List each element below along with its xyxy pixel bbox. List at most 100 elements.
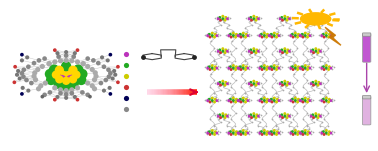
Point	[294, 101, 301, 103]
Point	[256, 97, 262, 100]
Point	[305, 68, 311, 71]
Point	[242, 27, 248, 29]
Point	[316, 16, 322, 19]
Point	[267, 35, 273, 37]
Point	[274, 114, 280, 117]
Point	[57, 92, 64, 95]
Point	[254, 34, 260, 36]
Point	[269, 99, 275, 101]
Point	[265, 33, 271, 35]
Point	[257, 121, 263, 123]
Point	[220, 50, 226, 53]
Point	[227, 49, 233, 52]
Point	[63, 85, 69, 87]
Point	[271, 97, 277, 99]
Point	[328, 65, 335, 67]
Point	[227, 33, 233, 35]
Point	[253, 116, 259, 119]
Point	[279, 84, 285, 86]
Point	[255, 60, 261, 62]
Point	[266, 35, 273, 37]
Point	[287, 80, 293, 83]
Point	[322, 128, 328, 130]
Point	[242, 125, 248, 127]
Point	[224, 115, 230, 117]
Point	[238, 66, 244, 68]
Point	[263, 112, 270, 114]
Point	[282, 115, 288, 117]
Point	[247, 85, 253, 87]
Point	[284, 19, 290, 21]
Point	[311, 89, 317, 91]
Point	[263, 133, 270, 136]
Point	[279, 116, 285, 119]
Point	[232, 47, 239, 49]
Point	[233, 66, 239, 68]
Point	[313, 115, 319, 117]
Point	[317, 115, 323, 117]
Point	[12, 66, 18, 68]
Point	[112, 74, 118, 76]
Point	[251, 116, 257, 118]
Point	[288, 121, 294, 123]
Point	[323, 129, 329, 132]
Point	[292, 32, 298, 34]
Point	[318, 51, 324, 53]
Point	[304, 59, 310, 62]
Point	[208, 40, 214, 43]
Point	[251, 18, 257, 20]
Point	[254, 81, 260, 84]
Point	[225, 130, 231, 132]
Point	[85, 82, 91, 84]
Point	[25, 66, 31, 68]
Point	[264, 34, 270, 36]
Point	[85, 57, 91, 60]
Point	[292, 99, 298, 102]
Point	[246, 132, 252, 135]
Point	[268, 98, 274, 100]
Point	[300, 101, 306, 103]
Point	[256, 32, 262, 35]
Point	[230, 34, 236, 37]
Point	[223, 131, 229, 133]
Point	[258, 98, 264, 100]
Point	[317, 50, 323, 53]
Point	[225, 83, 231, 85]
Point	[90, 59, 96, 62]
Point	[266, 130, 272, 132]
Point	[214, 51, 220, 53]
Point	[225, 113, 231, 115]
Point	[251, 15, 257, 18]
Point	[111, 70, 117, 72]
Point	[321, 36, 327, 38]
Point	[300, 33, 306, 36]
Point	[214, 67, 220, 69]
Point	[237, 66, 243, 68]
Point	[89, 85, 95, 87]
Point	[225, 100, 231, 102]
Point	[310, 49, 316, 51]
Point	[264, 66, 270, 69]
Point	[318, 16, 324, 18]
Point	[294, 34, 301, 37]
Point	[297, 130, 303, 132]
Point	[223, 99, 229, 101]
Point	[240, 133, 246, 135]
Point	[230, 129, 236, 132]
Point	[209, 68, 215, 70]
Point	[325, 36, 332, 38]
Point	[56, 83, 62, 85]
Point	[251, 50, 257, 53]
Point	[263, 99, 270, 102]
Point	[323, 32, 329, 34]
Point	[277, 50, 283, 53]
Point	[289, 33, 295, 35]
Point	[264, 99, 270, 101]
Point	[232, 36, 239, 38]
Point	[234, 33, 240, 35]
Point	[305, 114, 311, 117]
Point	[328, 99, 334, 102]
Point	[211, 125, 217, 127]
Point	[256, 67, 262, 70]
Point	[271, 129, 277, 132]
